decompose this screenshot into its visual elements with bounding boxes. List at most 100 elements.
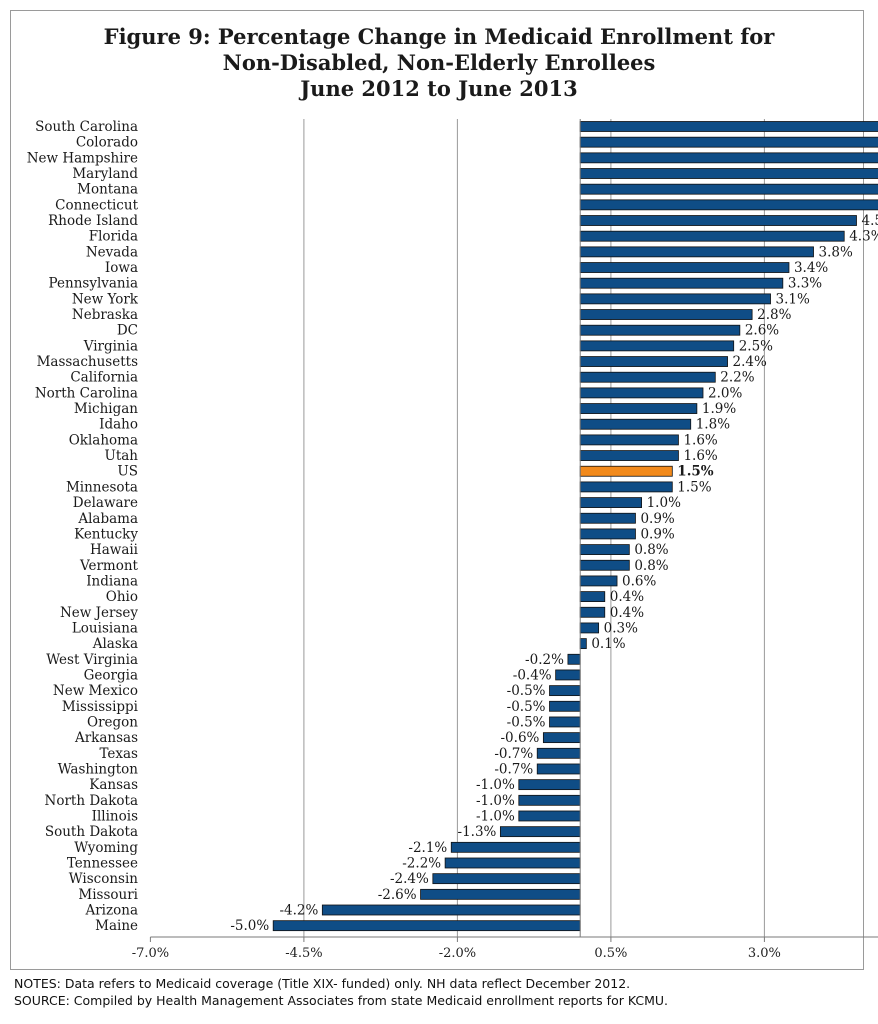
bar — [579, 277, 784, 289]
category-label: Maine — [95, 918, 138, 934]
category-label: Ohio — [106, 589, 138, 605]
data-label: 0.6% — [622, 573, 656, 589]
category-label: New Mexico — [53, 683, 138, 699]
data-label: -1.0% — [476, 777, 515, 793]
category-label: Maryland — [72, 166, 138, 182]
category-label: North Carolina — [35, 385, 138, 401]
bar — [579, 575, 618, 587]
bar — [579, 450, 679, 461]
bar — [549, 716, 581, 728]
category-label: Montana — [77, 182, 138, 198]
bar — [579, 481, 673, 493]
category-label: Massachusetts — [37, 354, 138, 370]
data-label: 0.3% — [604, 620, 638, 636]
data-label: -1.0% — [476, 808, 515, 824]
category-label: New York — [72, 291, 139, 307]
category-label: West Virginia — [46, 652, 138, 668]
bar — [549, 700, 581, 712]
bar — [536, 763, 581, 775]
bar — [579, 606, 606, 618]
category-label: Wyoming — [74, 840, 138, 856]
category-label: Missouri — [78, 887, 138, 903]
bar — [579, 262, 790, 273]
bar — [536, 747, 581, 759]
bar — [272, 920, 581, 932]
data-label: 3.3% — [788, 276, 822, 292]
bar — [579, 136, 878, 148]
bar — [579, 497, 643, 508]
data-label: -5.0% — [230, 918, 269, 934]
data-label: 3.8% — [819, 244, 853, 260]
bar — [579, 387, 704, 399]
data-label: 0.9% — [640, 526, 674, 542]
bar — [579, 309, 753, 320]
bar — [420, 888, 581, 900]
bar — [579, 559, 630, 571]
chart-title-line1: Figure 9: Percentage Change in Medicaid … — [103, 24, 775, 49]
chart-source: SOURCE: Compiled by Health Management As… — [14, 993, 668, 1008]
data-label: -0.5% — [507, 699, 546, 715]
bar — [444, 857, 581, 869]
data-label: -2.4% — [390, 871, 429, 887]
bar — [499, 826, 581, 838]
category-label: US — [117, 464, 138, 480]
bar — [579, 340, 735, 352]
category-label: Mississippi — [62, 699, 139, 715]
bar — [579, 293, 771, 305]
category-label: Minnesota — [66, 479, 138, 495]
bar — [579, 371, 716, 383]
bar — [518, 779, 581, 791]
category-label: Washington — [58, 761, 139, 777]
category-label: South Carolina — [35, 119, 138, 135]
category-label: Alabama — [77, 511, 138, 527]
category-label: Tennessee — [67, 855, 138, 871]
category-label: Arkansas — [74, 730, 138, 746]
category-label: Nebraska — [72, 307, 138, 323]
data-label: 1.5% — [677, 464, 713, 480]
data-label: 3.1% — [776, 291, 810, 307]
bar — [579, 246, 814, 258]
data-label: -1.3% — [458, 824, 497, 840]
bar — [567, 653, 581, 665]
data-label: 1.5% — [677, 479, 711, 495]
data-label: 4.5% — [862, 213, 878, 229]
data-label: 0.1% — [591, 636, 625, 652]
category-label: Arizona — [84, 903, 138, 919]
data-label: -0.5% — [507, 714, 546, 730]
data-label: 2.8% — [757, 307, 791, 323]
category-label: New Hampshire — [27, 150, 138, 166]
chart-notes: NOTES: Data refers to Medicaid coverage … — [14, 976, 631, 991]
data-label: 0.4% — [610, 589, 644, 605]
category-label: Idaho — [99, 417, 138, 433]
category-label: Louisiana — [72, 620, 138, 636]
data-label: 0.9% — [640, 511, 674, 527]
x-tick-label: 0.5% — [594, 946, 627, 961]
bar — [579, 622, 600, 634]
bar — [432, 873, 581, 885]
bar — [579, 215, 857, 226]
x-tick-label: -7.0% — [132, 946, 169, 961]
data-label: 1.6% — [683, 432, 717, 448]
bar — [579, 230, 845, 242]
x-tick-label: 3.0% — [748, 946, 781, 961]
bar — [579, 183, 878, 195]
category-label: Rhode Island — [48, 213, 138, 229]
bar — [579, 356, 728, 367]
data-label: 2.6% — [745, 323, 779, 339]
bar — [450, 841, 581, 853]
data-label: -0.7% — [494, 761, 533, 777]
category-label: Colorado — [76, 135, 138, 151]
category-label: South Dakota — [45, 824, 138, 840]
category-label: DC — [117, 323, 138, 339]
data-label: 2.0% — [708, 385, 742, 401]
category-label: North Dakota — [45, 793, 138, 809]
bar — [579, 544, 630, 555]
bar — [579, 591, 606, 602]
data-label: 0.8% — [634, 542, 668, 558]
category-label: Michigan — [74, 401, 138, 417]
category-label: Wisconsin — [69, 871, 139, 887]
category-label: Iowa — [105, 260, 138, 276]
data-label: -2.6% — [378, 887, 417, 903]
category-label: Oregon — [87, 714, 138, 730]
category-label: New Jersey — [60, 605, 138, 621]
